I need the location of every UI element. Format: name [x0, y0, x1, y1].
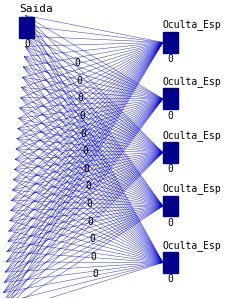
Text: Oculta_Esp: Oculta_Esp	[162, 76, 221, 87]
Text: 0: 0	[167, 274, 173, 284]
Text: Oculta_Esp: Oculta_Esp	[162, 130, 221, 141]
Text: Saida: Saida	[19, 4, 53, 14]
FancyBboxPatch shape	[19, 17, 34, 38]
Text: 0: 0	[77, 93, 83, 103]
Text: 0: 0	[87, 217, 93, 227]
Text: Oculta_Esp: Oculta_Esp	[162, 240, 221, 251]
Text: Oculta_Esp: Oculta_Esp	[162, 183, 221, 194]
Text: 0: 0	[82, 146, 88, 156]
Text: 0: 0	[79, 111, 85, 121]
Text: 0: 0	[92, 269, 97, 280]
Text: 0: 0	[24, 39, 30, 49]
FancyBboxPatch shape	[162, 252, 177, 273]
Text: 0: 0	[167, 111, 173, 121]
Text: 0: 0	[167, 218, 173, 228]
Text: 0: 0	[86, 199, 92, 209]
Text: 0: 0	[167, 54, 173, 64]
Text: 0: 0	[83, 164, 89, 174]
Text: 0: 0	[76, 76, 82, 86]
FancyBboxPatch shape	[162, 196, 177, 216]
Text: 0: 0	[85, 181, 90, 191]
Text: 0: 0	[89, 234, 95, 244]
Text: 0: 0	[90, 252, 96, 262]
Text: Oculta_Esp: Oculta_Esp	[162, 19, 221, 30]
Text: 0: 0	[74, 58, 80, 68]
FancyBboxPatch shape	[162, 32, 177, 53]
FancyBboxPatch shape	[162, 89, 177, 109]
Text: 0: 0	[80, 129, 86, 139]
Text: 0: 0	[167, 164, 173, 174]
FancyBboxPatch shape	[162, 142, 177, 163]
